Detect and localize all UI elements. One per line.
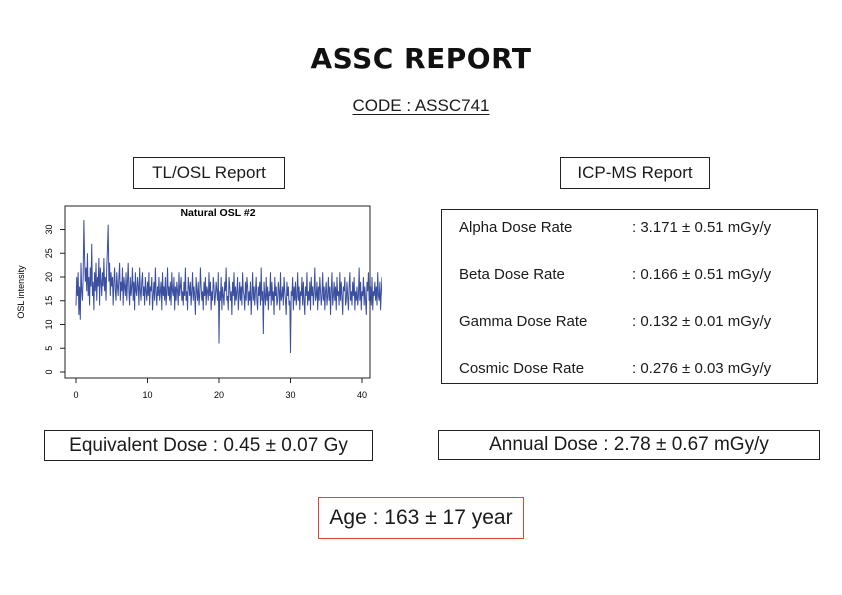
dose-rate-value: : 0.276 ± 0.03 mGy/y: [632, 360, 772, 377]
report-title: ASSC REPORT: [310, 42, 532, 75]
annual-dose-box: Annual Dose : 2.78 ± 0.67 mGy/y: [438, 430, 820, 460]
series-line-natural-osl: [75, 219, 382, 354]
x-tick-label: 30: [285, 390, 295, 400]
dose-rate-label: Gamma Dose Rate: [459, 313, 588, 330]
icp-ms-report-label-box: ICP-MS Report: [560, 157, 710, 189]
chart-ylabel: OSL intensity: [16, 265, 26, 319]
x-tick-label: 40: [357, 390, 367, 400]
dose-rate-value: : 3.171 ± 0.51 mGy/y: [632, 219, 772, 236]
osl-chart: OSL intensity Natural OSL #2 0 5 10 15 20 25 3…: [16, 205, 382, 400]
equivalent-dose-box: Equivalent Dose : 0.45 ± 0.07 Gy: [44, 430, 373, 461]
dose-rate-value: : 0.166 ± 0.51 mGy/y: [632, 266, 772, 283]
age-result-text: Age : 163 ± 17 year: [329, 506, 513, 529]
y-tick-label: 0: [44, 369, 54, 374]
dose-rate-label: Alpha Dose Rate: [459, 219, 573, 236]
y-tick-label: 30: [44, 224, 54, 234]
equivalent-dose-text: Equivalent Dose : 0.45 ± 0.07 Gy: [69, 434, 348, 456]
chart-y-axis: 0 5 10 15 20 25 30: [44, 224, 66, 375]
x-tick-label: 0: [73, 390, 78, 400]
report-code: CODE : ASSC741: [0, 96, 842, 116]
tl-osl-report-label-box: TL/OSL Report: [133, 157, 285, 189]
dose-rate-label: Beta Dose Rate: [459, 266, 565, 283]
y-tick-label: 10: [44, 319, 54, 329]
report-code-text: CODE : ASSC741: [352, 96, 490, 115]
x-tick-label: 10: [142, 390, 152, 400]
y-tick-label: 20: [44, 272, 54, 282]
dose-rate-value: : 0.132 ± 0.01 mGy/y: [632, 313, 772, 330]
tl-osl-report-label: TL/OSL Report: [152, 163, 266, 182]
y-tick-label: 5: [44, 346, 54, 351]
y-tick-label: 25: [44, 248, 54, 258]
y-tick-label: 15: [44, 296, 54, 306]
x-tick-label: 20: [214, 390, 224, 400]
chart-title: Natural OSL #2: [180, 207, 255, 219]
dose-rate-label: Cosmic Dose Rate: [459, 360, 585, 377]
icp-ms-report-label: ICP-MS Report: [577, 163, 693, 182]
chart-x-axis: 0 10 20 30 40: [73, 377, 367, 400]
icp-ms-dose-rate-table: Alpha Dose Rate : 3.171 ± 0.51 mGy/y Bet…: [441, 209, 818, 384]
annual-dose-text: Annual Dose : 2.78 ± 0.67 mGy/y: [489, 434, 769, 455]
age-result-box: Age : 163 ± 17 year: [318, 497, 524, 539]
